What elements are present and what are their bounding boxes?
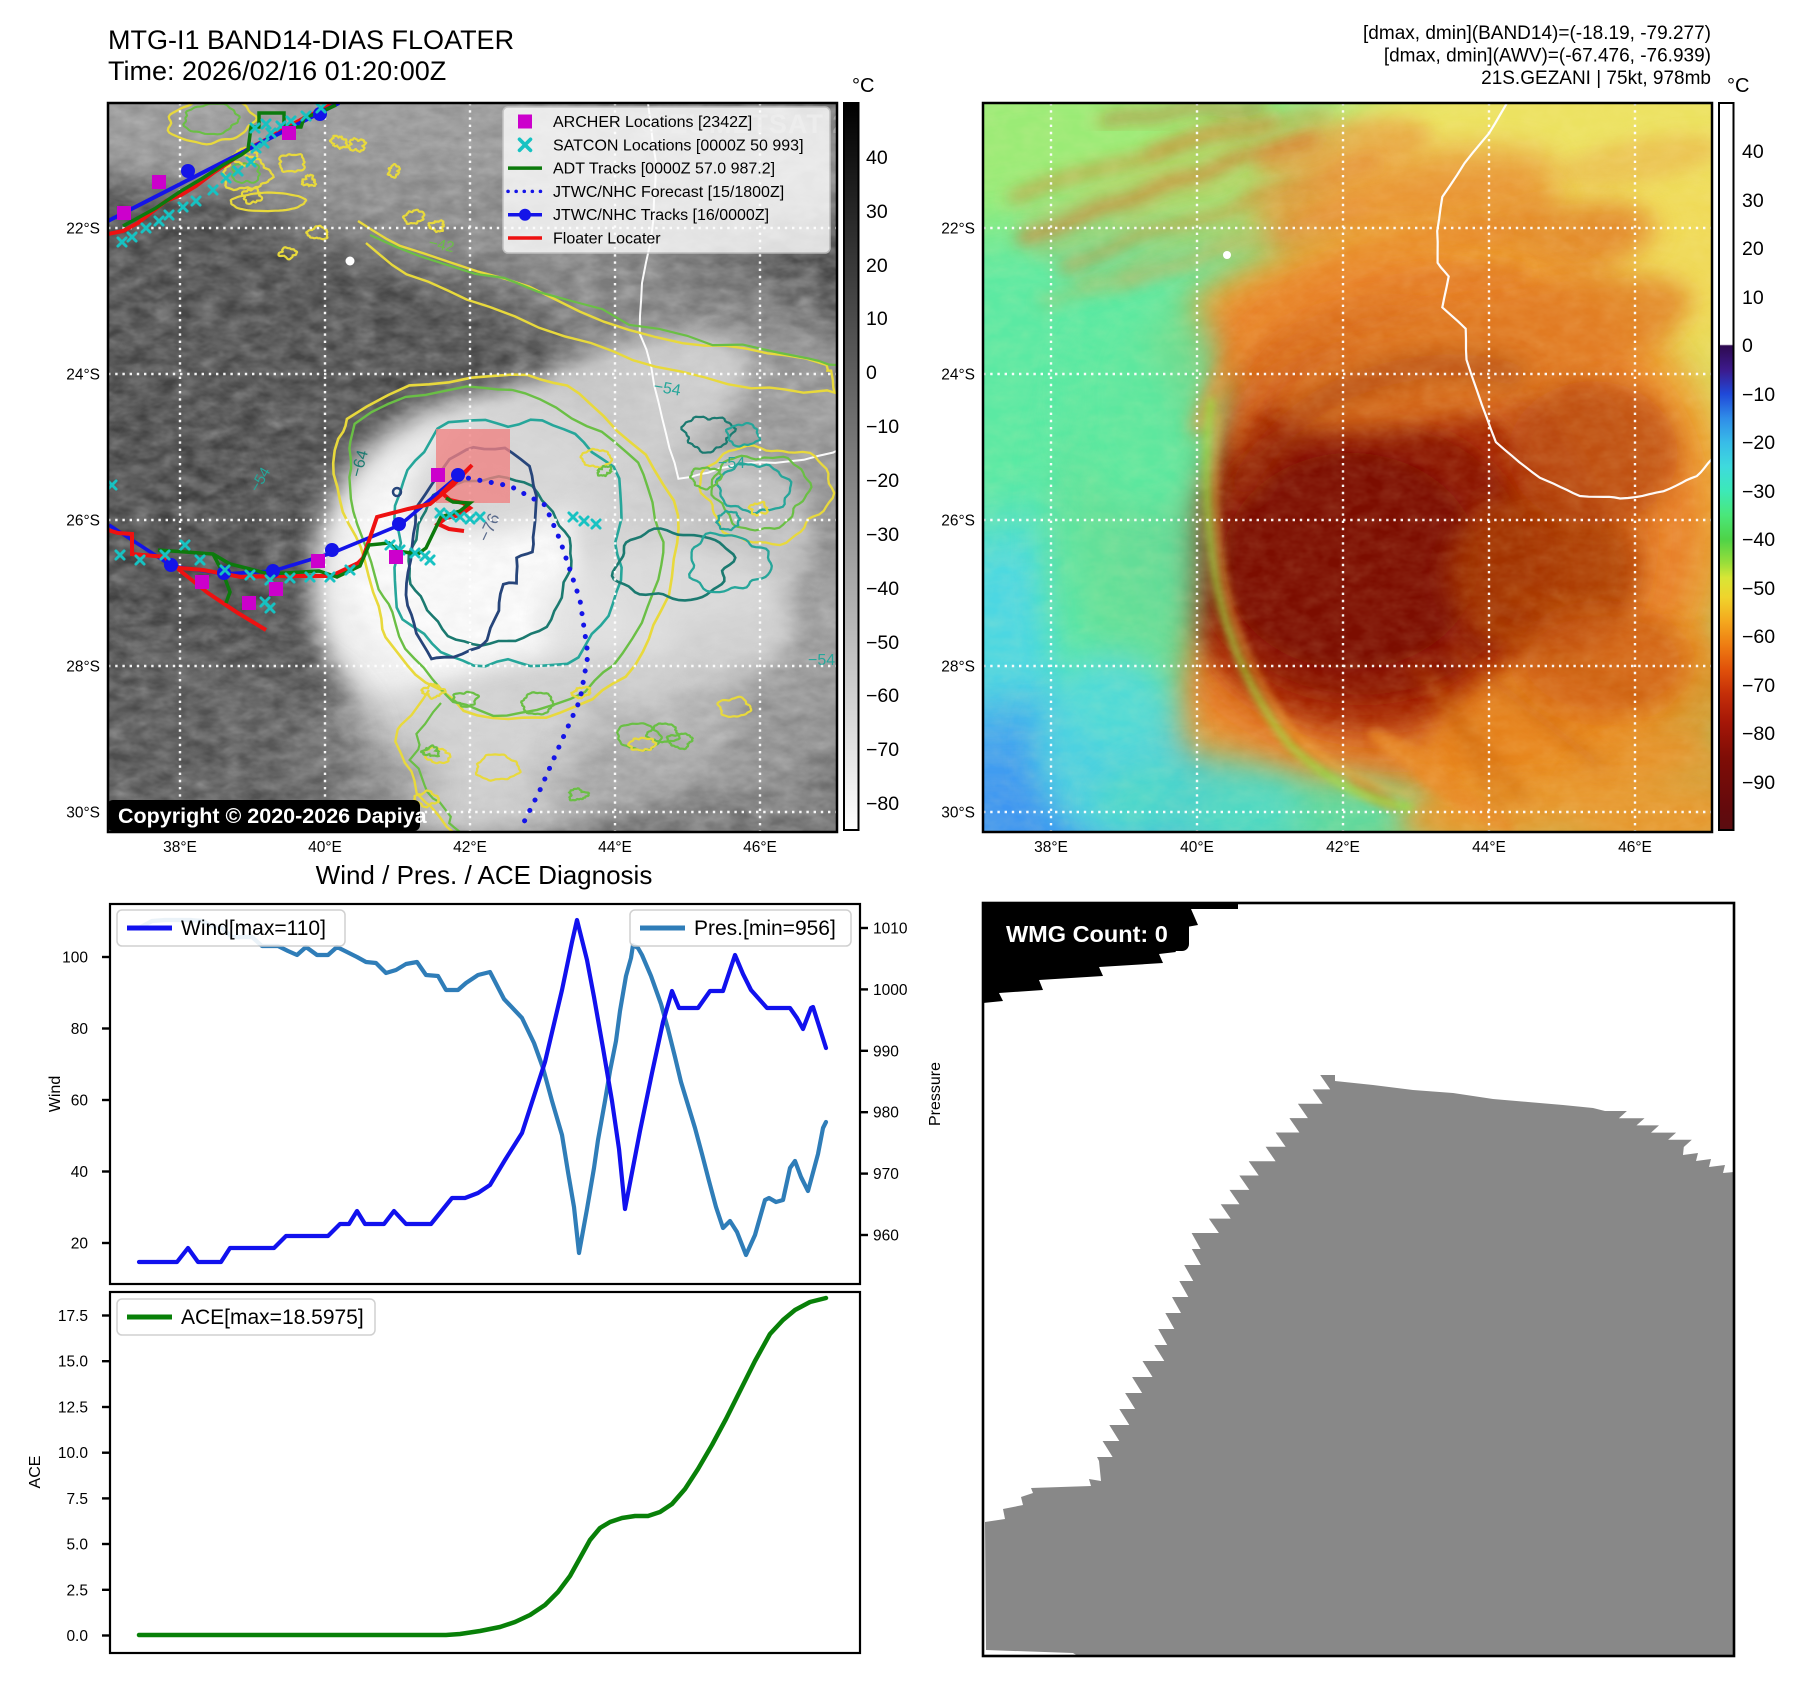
svg-text:Copyright © 2020-2026 Dapiya: Copyright © 2020-2026 Dapiya — [118, 804, 428, 828]
svg-text:17.5: 17.5 — [58, 1308, 88, 1325]
svg-text:−30: −30 — [1742, 481, 1775, 503]
svg-text:30: 30 — [1742, 190, 1764, 212]
svg-text:Wind / Pres. / ACE Diagnosis: Wind / Pres. / ACE Diagnosis — [316, 860, 653, 890]
svg-text:10.0: 10.0 — [58, 1445, 89, 1462]
svg-text:20: 20 — [866, 255, 888, 277]
svg-text:0.0: 0.0 — [66, 1628, 88, 1645]
svg-text:20: 20 — [71, 1236, 89, 1253]
svg-text:−42: −42 — [427, 234, 455, 256]
svg-text:40°E: 40°E — [308, 839, 342, 856]
svg-text:980: 980 — [873, 1105, 899, 1122]
svg-text:20: 20 — [1742, 238, 1764, 260]
svg-text:−64: −64 — [348, 448, 371, 479]
svg-text:−50: −50 — [866, 632, 899, 654]
svg-text:JTWC/NHC Tracks [16/0000Z]: JTWC/NHC Tracks [16/0000Z] — [553, 207, 769, 224]
svg-text:100: 100 — [62, 950, 88, 967]
svg-text:7.5: 7.5 — [66, 1491, 88, 1508]
svg-text:Time: 2026/02/16 01:20:00Z: Time: 2026/02/16 01:20:00Z — [108, 56, 446, 86]
svg-text:30: 30 — [866, 201, 888, 223]
svg-text:10: 10 — [1742, 287, 1764, 309]
svg-text:−60: −60 — [1742, 626, 1775, 648]
svg-text:WMG Count: 0: WMG Count: 0 — [1006, 921, 1168, 947]
svg-text:−30: −30 — [866, 524, 899, 546]
svg-text:28°S: 28°S — [941, 659, 975, 676]
svg-text:0: 0 — [1742, 335, 1753, 357]
svg-text:−20: −20 — [1742, 432, 1775, 454]
svg-text:970: 970 — [873, 1166, 899, 1183]
svg-text:38°E: 38°E — [1034, 839, 1068, 856]
svg-text:[dmax, dmin](BAND14)=(-18.19,: [dmax, dmin](BAND14)=(-18.19, -79.277) — [1363, 23, 1711, 44]
svg-text:−40: −40 — [866, 578, 899, 600]
svg-text:−10: −10 — [866, 416, 899, 438]
svg-text:44°E: 44°E — [598, 839, 632, 856]
svg-text:−60: −60 — [866, 685, 899, 707]
svg-text:JTWC/NHC Forecast [15/1800Z]: JTWC/NHC Forecast [15/1800Z] — [553, 184, 784, 201]
svg-text:24°S: 24°S — [66, 367, 100, 384]
svg-text:12.5: 12.5 — [58, 1400, 88, 1417]
svg-text:40: 40 — [866, 147, 888, 169]
svg-text:Floater Locater: Floater Locater — [553, 231, 661, 248]
svg-text:−50: −50 — [1742, 578, 1775, 600]
svg-text:38°E: 38°E — [163, 839, 197, 856]
svg-text:1010: 1010 — [873, 921, 908, 938]
svg-text:42°E: 42°E — [1326, 839, 1360, 856]
svg-text:44°E: 44°E — [1472, 839, 1506, 856]
svg-text:22°S: 22°S — [66, 221, 100, 238]
svg-text:−54: −54 — [718, 455, 745, 472]
svg-text:22°S: 22°S — [941, 221, 975, 238]
svg-text:42°E: 42°E — [453, 839, 487, 856]
svg-text:−80: −80 — [1742, 723, 1775, 745]
svg-text:Wind: Wind — [47, 1076, 64, 1112]
svg-text:46°E: 46°E — [743, 839, 777, 856]
svg-text:Wind[max=110]: Wind[max=110] — [181, 917, 326, 940]
svg-text:60: 60 — [71, 1093, 89, 1110]
svg-text:[dmax, dmin](AWV)=(-67.476, -7: [dmax, dmin](AWV)=(-67.476, -76.939) — [1384, 46, 1711, 67]
svg-text:24°S: 24°S — [941, 367, 975, 384]
svg-text:MTG-I1 BAND14-DIAS FLOATER: MTG-I1 BAND14-DIAS FLOATER — [108, 25, 514, 55]
svg-text:40°E: 40°E — [1180, 839, 1214, 856]
svg-text:−54: −54 — [808, 652, 835, 669]
svg-text:990: 990 — [873, 1043, 899, 1060]
svg-text:ACE[max=18.5975]: ACE[max=18.5975] — [181, 1306, 364, 1329]
svg-text:−20: −20 — [866, 470, 899, 492]
svg-text:5.0: 5.0 — [66, 1537, 88, 1554]
svg-text:0: 0 — [866, 362, 877, 384]
svg-text:40: 40 — [1742, 141, 1764, 163]
svg-text:Pres.[min=956]: Pres.[min=956] — [694, 917, 836, 940]
svg-text:−40: −40 — [1742, 529, 1775, 551]
svg-text:40: 40 — [71, 1164, 89, 1181]
svg-text:28°S: 28°S — [66, 659, 100, 676]
svg-text:SATCON Locations [0000Z 50 993: SATCON Locations [0000Z 50 993] — [553, 137, 804, 154]
svg-text:80: 80 — [71, 1021, 89, 1038]
svg-text:−10: −10 — [1742, 384, 1775, 406]
svg-text:°C: °C — [852, 75, 874, 97]
svg-text:2.5: 2.5 — [66, 1582, 88, 1599]
svg-text:Pressure: Pressure — [927, 1062, 944, 1126]
svg-text:10: 10 — [866, 308, 888, 330]
svg-text:°C: °C — [1727, 75, 1749, 97]
svg-text:46°E: 46°E — [1618, 839, 1652, 856]
svg-text:−54: −54 — [652, 378, 682, 399]
svg-text:15.0: 15.0 — [58, 1354, 89, 1371]
svg-text:1000: 1000 — [873, 982, 908, 999]
svg-text:960: 960 — [873, 1228, 899, 1245]
svg-text:−80: −80 — [866, 793, 899, 815]
svg-text:−70: −70 — [866, 739, 899, 761]
svg-text:26°S: 26°S — [941, 513, 975, 530]
svg-text:−90: −90 — [1742, 772, 1775, 794]
svg-text:30°S: 30°S — [941, 805, 975, 822]
svg-text:26°S: 26°S — [66, 513, 100, 530]
svg-text:ARCHER Locations [2342Z]: ARCHER Locations [2342Z] — [553, 114, 752, 131]
svg-text:ACE: ACE — [27, 1456, 44, 1489]
svg-text:−70: −70 — [1742, 675, 1775, 697]
svg-text:30°S: 30°S — [66, 805, 100, 822]
svg-text:ADT Tracks [0000Z 57.0 987.2]: ADT Tracks [0000Z 57.0 987.2] — [553, 161, 775, 178]
svg-text:21S.GEZANI | 75kt, 978mb: 21S.GEZANI | 75kt, 978mb — [1481, 68, 1711, 89]
